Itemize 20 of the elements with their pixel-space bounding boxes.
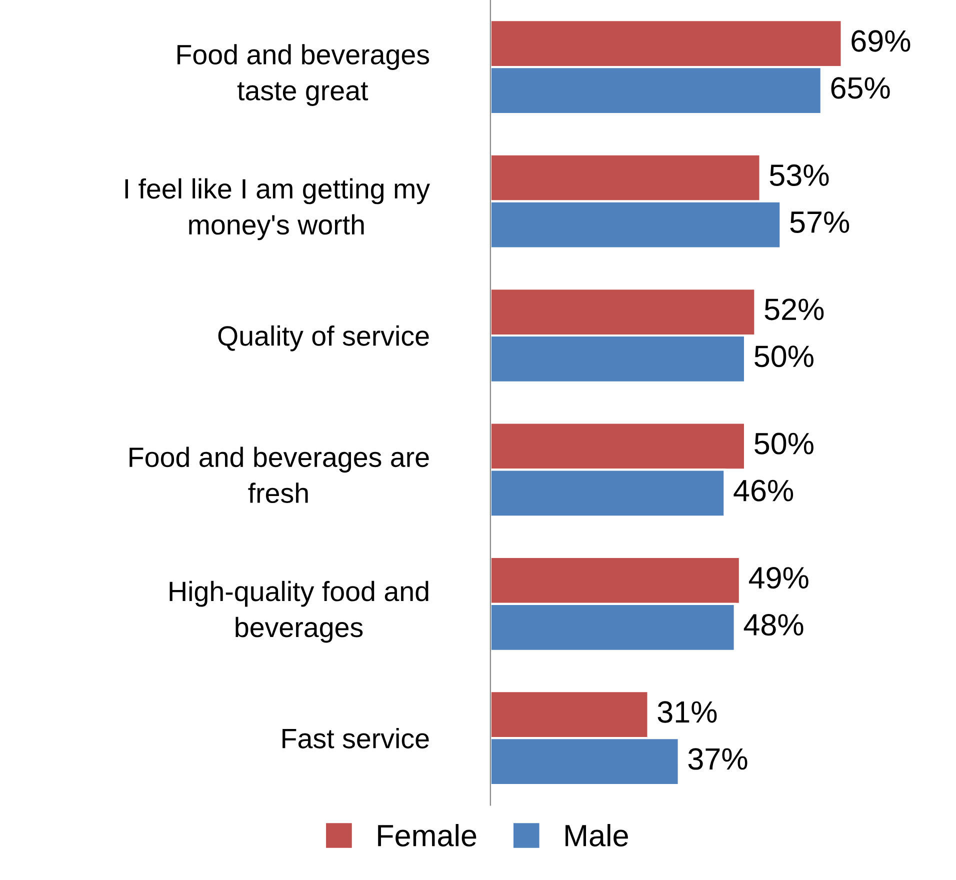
data-label: 69% xyxy=(852,30,910,52)
y-tick-label: Food and beverages taste great xyxy=(178,44,430,106)
data-label: 50% xyxy=(754,346,814,368)
legend-label: Male xyxy=(566,824,628,846)
data-label: 31% xyxy=(658,701,717,723)
data-label: 49% xyxy=(748,566,808,589)
data-label: 50% xyxy=(754,432,814,454)
y-tick-label: Food and beverages are fresh xyxy=(130,446,429,504)
data-label: 57% xyxy=(790,211,850,233)
legend-label: Female xyxy=(378,824,476,846)
y-tick-label: I feel like I am getting my money's worth xyxy=(125,178,430,240)
data-label: 52% xyxy=(764,298,824,320)
data-label: 46% xyxy=(734,480,794,502)
data-label: 65% xyxy=(831,77,890,99)
y-tick-label: Quality of service xyxy=(218,325,429,352)
y-tick-label: Fast service xyxy=(282,728,429,748)
data-label: 37% xyxy=(688,748,748,770)
data-label: 53% xyxy=(770,164,829,186)
y-tick-label: High-quality food and beverages xyxy=(170,580,428,643)
data-label: 48% xyxy=(744,614,804,636)
